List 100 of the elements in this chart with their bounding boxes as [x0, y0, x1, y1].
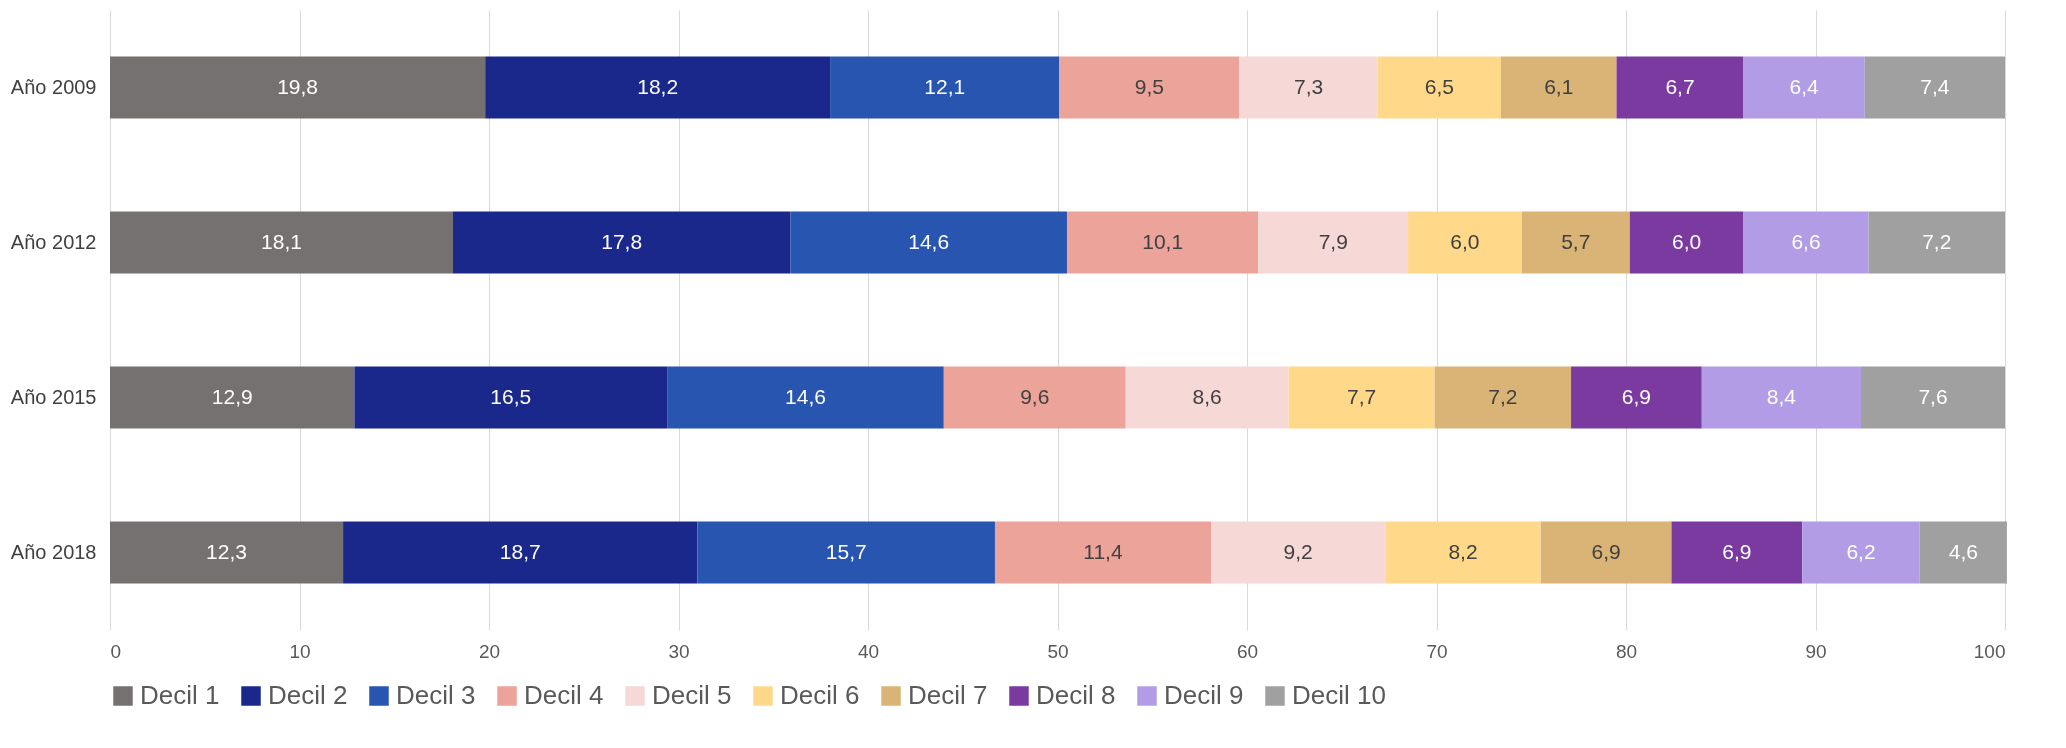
data-label: 16,5 — [490, 384, 532, 408]
bar — [1802, 521, 1920, 584]
data-label: 6,7 — [1665, 74, 1695, 98]
bar — [110, 56, 486, 119]
data-label: 18,1 — [261, 229, 302, 253]
data-label: 11,4 — [1083, 539, 1123, 563]
y-tick-label: Año 2015 — [10, 385, 97, 408]
bar — [1919, 521, 2007, 584]
data-label: 19,8 — [277, 74, 319, 98]
bar — [1521, 211, 1630, 274]
bar — [667, 366, 944, 429]
bar — [110, 211, 453, 274]
bar — [1125, 366, 1289, 429]
data-label: 14,6 — [908, 229, 950, 253]
data-label: 6,4 — [1789, 74, 1820, 98]
x-tick-label: 0 — [110, 640, 122, 662]
data-label: 6,0 — [1450, 229, 1480, 253]
x-tick-label: 70 — [1426, 640, 1448, 662]
data-label: 7,2 — [1922, 229, 1952, 253]
bar — [1500, 56, 1617, 119]
legend-label: Decil 8 — [1036, 680, 1116, 710]
data-label: 12,9 — [211, 384, 253, 408]
data-label: 7,7 — [1347, 384, 1377, 408]
data-label: 7,3 — [1293, 74, 1324, 98]
bar — [1571, 366, 1702, 429]
data-label: 6,2 — [1846, 539, 1876, 563]
bar — [1701, 366, 1861, 429]
bar — [110, 521, 344, 584]
bar — [485, 56, 831, 119]
y-tick-label: Año 2018 — [10, 540, 97, 563]
data-label: 10,1 — [1142, 229, 1184, 253]
data-label: 9,5 — [1134, 74, 1165, 98]
legend-label: Decil 7 — [908, 680, 988, 710]
bar — [1377, 56, 1501, 119]
y-tick-label: Año 2012 — [10, 230, 97, 253]
data-label: 15,7 — [825, 539, 867, 563]
data-label: 18,7 — [499, 539, 541, 563]
data-label: 7,2 — [1488, 384, 1518, 408]
bar — [790, 211, 1067, 274]
data-label: 7,6 — [1918, 384, 1948, 408]
data-label: 7,9 — [1318, 229, 1348, 253]
bar — [1408, 211, 1522, 274]
bar — [110, 366, 355, 429]
legend-label: Decil 9 — [1164, 680, 1244, 710]
data-label: 6,5 — [1424, 74, 1454, 98]
bar — [1540, 521, 1672, 584]
data-label: 12,3 — [206, 539, 247, 563]
bar — [453, 211, 791, 274]
x-tick-label: 40 — [857, 640, 880, 662]
bar — [1860, 366, 2005, 429]
legend-label: Decil 5 — [652, 680, 732, 710]
bar — [1434, 366, 1572, 429]
bar — [1210, 521, 1386, 584]
bar — [354, 366, 668, 429]
bar — [1629, 211, 1744, 274]
legend-label: Decil 3 — [396, 680, 476, 710]
x-tick-label: 90 — [1805, 640, 1827, 662]
data-label: 12,1 — [924, 74, 966, 98]
x-tick-label: 50 — [1047, 640, 1069, 662]
legend-label: Decil 2 — [268, 680, 348, 710]
data-label: 14,6 — [785, 384, 826, 408]
data-label: 6,1 — [1544, 74, 1574, 98]
bar — [1671, 521, 1803, 584]
bar — [1239, 56, 1378, 119]
bar — [994, 521, 1211, 584]
x-tick-label: 100 — [1973, 640, 2006, 662]
x-tick-label: 60 — [1236, 640, 1259, 662]
x-tick-label: 80 — [1615, 640, 1638, 662]
data-label: 6,9 — [1621, 384, 1652, 408]
data-label: 6,6 — [1791, 229, 1821, 253]
data-label: 9,2 — [1283, 539, 1313, 563]
bar — [830, 56, 1060, 119]
x-tick-label: 20 — [478, 640, 501, 662]
x-tick-label: 10 — [289, 640, 311, 662]
legend-label: Decil 4 — [524, 680, 604, 710]
data-label: 17,8 — [601, 229, 643, 253]
bar — [1288, 366, 1435, 429]
bar — [1743, 211, 1869, 274]
legend-label: Decil 10 — [1292, 680, 1386, 710]
x-tick-label: 30 — [668, 640, 690, 662]
bar — [1743, 56, 1865, 119]
bar — [1385, 521, 1541, 584]
data-label: 8,4 — [1766, 384, 1797, 408]
legend-label: Decil 6 — [780, 680, 860, 710]
bar — [1868, 211, 2005, 274]
bar — [343, 521, 698, 584]
y-tick-label: Año 2009 — [10, 75, 97, 98]
bar — [1616, 56, 1744, 119]
data-label: 18,2 — [637, 74, 679, 98]
data-label: 4,6 — [1948, 539, 1978, 563]
data-label: 7,4 — [1920, 74, 1950, 98]
data-label: 8,2 — [1448, 539, 1478, 563]
bar — [1864, 56, 2005, 119]
data-label: 6,0 — [1672, 229, 1702, 253]
data-label: 6,9 — [1722, 539, 1752, 563]
data-label: 6,9 — [1591, 539, 1621, 563]
bar — [697, 521, 995, 584]
bar — [1258, 211, 1409, 274]
data-label: 5,7 — [1561, 229, 1591, 253]
data-label: 9,6 — [1020, 384, 1050, 408]
